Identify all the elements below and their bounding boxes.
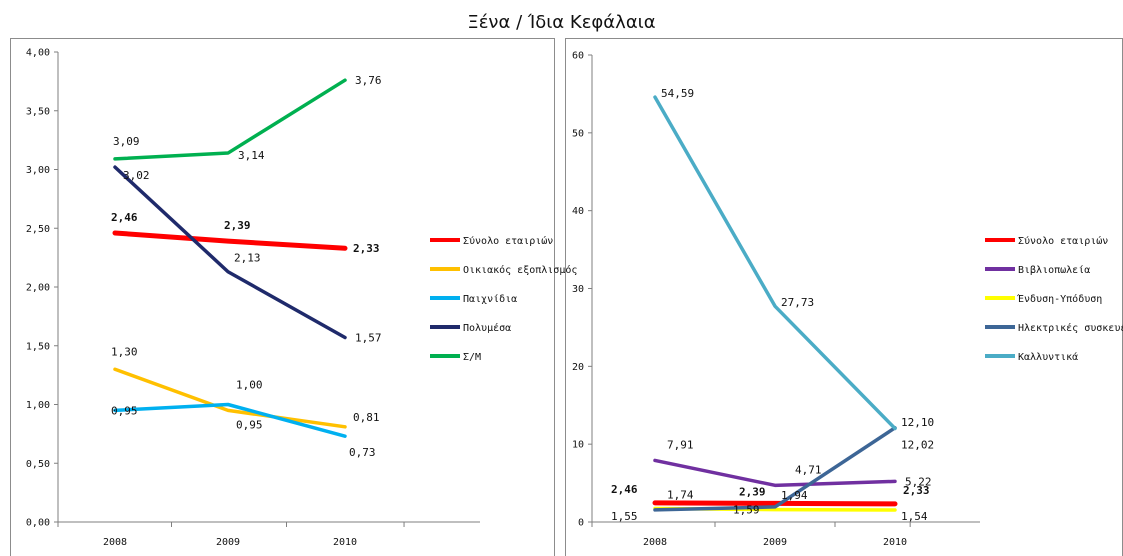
data-label: 2,39 [739, 485, 766, 498]
y-tick-label: 50 [572, 128, 584, 139]
data-label: 0,95 [236, 418, 263, 431]
series-line [652, 500, 898, 507]
data-label: 0,95 [111, 404, 138, 417]
y-tick-label: 1,50 [26, 341, 50, 352]
legend-label: Ηλεκτρικές συσκευές [1018, 322, 1123, 334]
series-line [653, 95, 897, 431]
legend-label: Ένδυση-Υπόδυση [1016, 293, 1102, 305]
series-line [113, 78, 347, 161]
y-tick-label: 30 [572, 284, 584, 295]
data-label: 3,02 [123, 169, 150, 182]
y-tick-label: 2,00 [26, 283, 50, 294]
x-tick-label: 2008 [103, 537, 127, 548]
data-label: 7,91 [667, 438, 694, 451]
y-tick-label: 1,00 [26, 400, 50, 411]
legend-label: Παιχνίδια [463, 293, 517, 305]
legend-label: Σύνολο εταιριών [463, 235, 553, 247]
y-tick-label: 10 [572, 440, 584, 451]
x-tick-label: 2010 [333, 537, 357, 548]
data-label: 12,10 [901, 416, 934, 429]
data-label: 1,59 [733, 504, 760, 517]
y-tick-label: 20 [572, 362, 584, 373]
chart-frame [10, 38, 555, 556]
chart-title: Ξένα / Ίδια Κεφάλαια [467, 12, 656, 33]
data-label: 2,46 [611, 483, 638, 496]
data-label: 2,13 [234, 252, 261, 265]
data-label: 2,33 [353, 242, 380, 255]
data-label: 1,57 [355, 332, 382, 345]
data-label: 0,81 [353, 411, 380, 424]
y-tick-label: 40 [572, 206, 584, 217]
y-tick-label: 3,00 [26, 165, 50, 176]
legend-label: Βιβλιοπωλεία [1018, 264, 1090, 276]
series-line [653, 426, 897, 512]
series-line [112, 230, 348, 251]
data-label: 3,76 [355, 74, 382, 87]
legend-label: Πολυμέσα [463, 322, 511, 334]
data-label: 1,55 [611, 510, 638, 523]
y-tick-label: 2,50 [26, 224, 50, 235]
y-tick-label: 0,00 [26, 518, 50, 529]
data-label: 1,30 [111, 345, 138, 358]
series-line [113, 165, 347, 340]
legend-label: Οικιακός εξοπλισμός [463, 264, 577, 276]
legend-label: Σύνολο εταιριών [1018, 235, 1108, 247]
data-label: 4,71 [795, 463, 822, 476]
x-tick-label: 2008 [643, 537, 667, 548]
data-label: 2,33 [903, 484, 930, 497]
series-line [653, 458, 897, 488]
data-label: 3,09 [113, 135, 140, 148]
data-label: 0,73 [349, 446, 376, 459]
data-label: 2,46 [111, 211, 138, 224]
y-tick-label: 0 [578, 518, 584, 529]
data-label: 2,39 [224, 219, 251, 232]
y-tick-label: 60 [572, 51, 584, 62]
data-label: 1,54 [901, 510, 928, 523]
data-label: 5,22 [905, 475, 932, 488]
y-tick-label: 3,50 [26, 106, 50, 117]
series-line [113, 367, 347, 429]
data-label: 27,73 [781, 296, 814, 309]
x-tick-label: 2009 [763, 537, 787, 548]
data-label: 1,00 [236, 379, 263, 392]
x-tick-label: 2010 [883, 537, 907, 548]
y-tick-label: 4,00 [26, 48, 50, 59]
data-label: 1,94 [781, 489, 808, 502]
legend-label: Καλλυντικά [1018, 351, 1078, 363]
data-label: 12,02 [901, 438, 934, 451]
data-label: 3,14 [238, 149, 265, 162]
y-tick-label: 0,50 [26, 459, 50, 470]
legend-label: Σ/Μ [463, 352, 481, 363]
x-tick-label: 2009 [216, 537, 240, 548]
series-line [113, 402, 347, 438]
data-label: 54,59 [661, 87, 694, 100]
data-label: 1,74 [667, 488, 694, 501]
